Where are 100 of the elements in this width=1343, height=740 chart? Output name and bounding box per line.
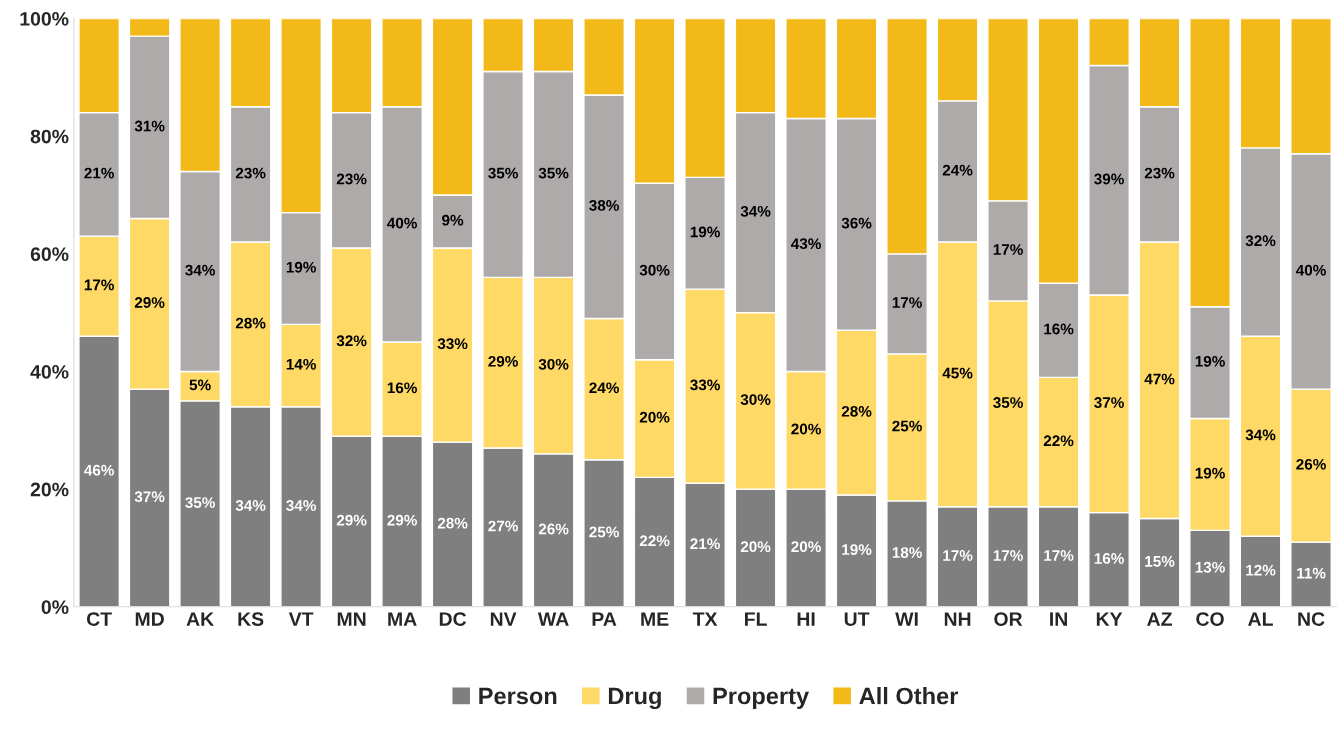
x-tick-label: OR [994, 612, 1023, 626]
data-label: 17% [1044, 550, 1074, 561]
data-label: 47% [1144, 373, 1175, 385]
data-label: 16% [1094, 553, 1124, 564]
x-tick-label: CT [86, 612, 112, 626]
data-label: 11% [1297, 567, 1326, 579]
data-label: 35% [488, 167, 518, 179]
y-tick-label: 60% [30, 247, 69, 262]
data-label: 23% [235, 167, 266, 179]
data-label: 28% [235, 317, 266, 329]
x-tick-label: WI [895, 612, 918, 626]
data-label: 17% [943, 550, 973, 561]
x-tick-label: AL [1248, 612, 1273, 626]
legend-label: Property [713, 687, 809, 710]
data-label: 22% [639, 535, 670, 547]
y-tick-label: 100% [20, 11, 69, 26]
data-label: 25% [892, 420, 922, 432]
data-label: 32% [1245, 235, 1276, 247]
data-label: 37% [1094, 397, 1124, 408]
data-label: 26% [1296, 458, 1326, 470]
x-tick-label: MN [337, 612, 366, 626]
x-tick-label: TX [692, 612, 718, 626]
x-tick-label: WA [537, 612, 569, 626]
x-tick-label: DC [439, 612, 467, 626]
data-label: 20% [791, 423, 821, 435]
x-tick-label: AZ [1147, 612, 1172, 626]
data-label: 40% [1295, 264, 1326, 276]
data-label: 36% [841, 217, 872, 229]
data-label: 37% [134, 491, 165, 503]
data-label: 26% [538, 523, 569, 535]
data-label: 20% [791, 541, 821, 553]
data-label: 23% [1144, 167, 1175, 179]
data-label: 19% [690, 226, 720, 238]
data-label: 39% [1094, 173, 1124, 185]
data-label: 43% [791, 238, 821, 250]
y-tick-label: 40% [30, 364, 69, 379]
x-tick-label: NC [1298, 612, 1325, 626]
legend-label: All Other [859, 687, 959, 705]
data-label: 35% [185, 497, 215, 508]
data-label: 35% [538, 167, 569, 179]
data-label: 21% [690, 538, 720, 550]
data-label: 16% [387, 382, 417, 394]
data-label: 32% [336, 335, 367, 347]
data-label: 30% [538, 358, 569, 370]
x-tick-label: ME [641, 612, 669, 626]
y-tick-label: 80% [30, 129, 69, 144]
data-label: 17% [993, 550, 1023, 561]
x-tick-label: PA [592, 612, 617, 626]
data-label: 38% [589, 200, 619, 211]
data-label: 29% [488, 355, 518, 367]
data-label: 17% [84, 279, 114, 291]
data-label: 34% [286, 500, 316, 511]
legend-label: Drug [608, 687, 661, 710]
data-label: 16% [1044, 323, 1074, 335]
data-label: 35% [993, 397, 1023, 408]
data-label: 25% [589, 526, 619, 538]
x-tick-label: CO [1196, 612, 1224, 626]
x-tick-label: KY [1096, 612, 1123, 626]
data-label: 20% [740, 541, 771, 553]
data-label: 31% [134, 120, 165, 132]
x-tick-label: NV [490, 612, 517, 626]
data-label: 5% [189, 379, 211, 391]
data-label: 17% [892, 297, 922, 308]
x-tick-label: AK [186, 612, 214, 626]
x-tick-label: MA [388, 612, 417, 626]
data-label: 17% [993, 244, 1023, 255]
data-label: 30% [639, 264, 670, 276]
x-tick-label: IN [1050, 612, 1067, 626]
x-tick-label: FL [745, 612, 767, 626]
data-label: 30% [740, 394, 771, 406]
data-label: 34% [185, 264, 215, 276]
x-tick-label: MD [135, 612, 164, 626]
y-tick-label: 0% [41, 600, 69, 615]
data-label: 18% [892, 547, 922, 558]
legend-label: Person [479, 687, 557, 705]
data-label: 19% [842, 544, 872, 556]
data-label: 29% [134, 297, 165, 308]
data-label: 40% [387, 217, 417, 229]
data-label: 34% [235, 500, 266, 511]
y-tick-label: 20% [30, 482, 69, 497]
data-label: 24% [942, 164, 973, 176]
x-tick-label: HI [797, 612, 815, 626]
data-label: 19% [1195, 355, 1225, 367]
data-label: 34% [740, 205, 771, 217]
data-label: 20% [639, 411, 670, 423]
x-tick-label: VT [288, 612, 314, 626]
data-label: 34% [1245, 429, 1276, 441]
data-label: 29% [336, 514, 367, 526]
data-label: 15% [1145, 556, 1175, 567]
data-label: 19% [1195, 467, 1225, 479]
data-label: 12% [1246, 564, 1276, 576]
data-label: 9% [442, 214, 464, 226]
data-label: 24% [589, 382, 619, 394]
data-label: 28% [841, 405, 872, 417]
data-label: 29% [387, 514, 417, 526]
x-tick-label: NH [944, 612, 971, 626]
data-label: 45% [942, 367, 973, 379]
data-label: 46% [84, 464, 114, 476]
data-label: 28% [437, 517, 468, 529]
data-label: 19% [286, 261, 316, 273]
